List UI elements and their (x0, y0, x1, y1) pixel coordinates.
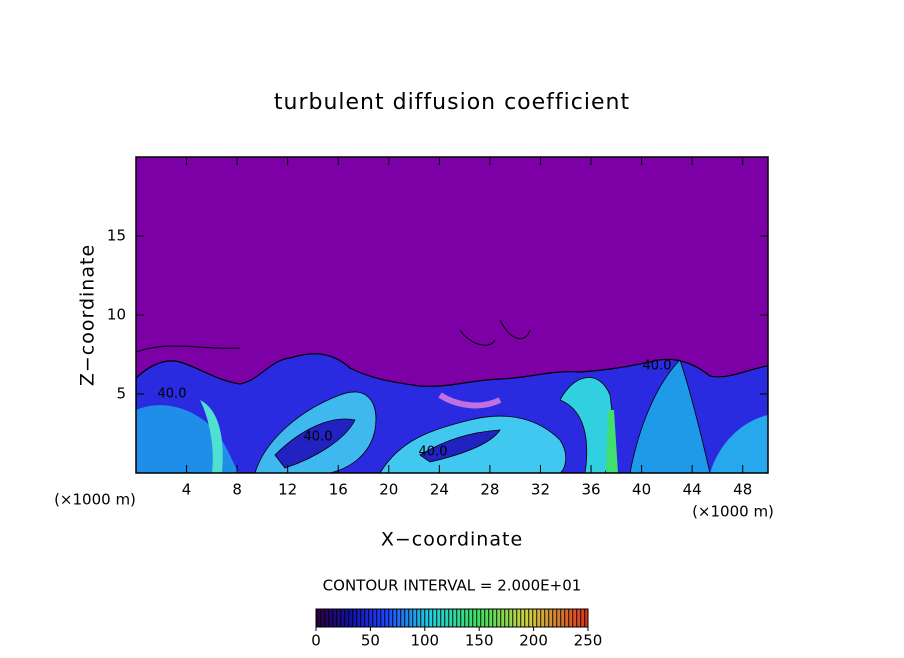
chart-title: turbulent diffusion coefficient (274, 90, 630, 115)
turbulent-patch (710, 415, 768, 473)
turbulent-patch (606, 410, 618, 473)
colorbar-tick-label: 250 (574, 632, 603, 650)
x-axis-label: X−coordinate (381, 529, 523, 551)
x-unit-label: (×1000 m) (692, 503, 774, 521)
contour-interval: CONTOUR INTERVAL = 2.000E+01 (323, 577, 582, 595)
x-tick-label: 28 (480, 481, 499, 499)
contour-label: 40.0 (304, 430, 333, 445)
colorbar-tick-label: 200 (519, 632, 548, 650)
x-tick-label: 40 (632, 481, 651, 499)
y-tick-label: 5 (116, 385, 126, 403)
contour-label: 40.0 (419, 445, 448, 460)
x-tick-label: 20 (379, 481, 398, 499)
turbulent-patch (200, 400, 223, 473)
y-tick-label: 15 (107, 227, 126, 245)
x-tick-label: 44 (683, 481, 702, 499)
colorbar-tick-label: 150 (465, 632, 494, 650)
field (136, 157, 768, 473)
colorbar-stripes (315, 608, 589, 628)
x-tick-label: 48 (733, 481, 752, 499)
y-axis-label: Z−coordinate (77, 244, 99, 386)
colorbar-tick-label: 50 (361, 632, 380, 650)
x-tick-label: 4 (182, 481, 192, 499)
x-tick-label: 24 (430, 481, 449, 499)
x-unit-label: (×1000 m) (54, 491, 136, 509)
contour-line (136, 319, 531, 353)
contour-label: 40.0 (643, 359, 672, 374)
x-tick-label: 36 (581, 481, 600, 499)
colorbar-tick-label: 0 (311, 632, 321, 650)
turbulent-patch (629, 359, 711, 473)
y-tick-label: 10 (107, 306, 126, 324)
colorbar-tick-label: 100 (410, 632, 439, 650)
turbulent-patch (274, 418, 356, 469)
x-tick-label: 8 (232, 481, 242, 499)
contour-label: 40.0 (158, 387, 187, 402)
x-tick-label: 32 (531, 481, 550, 499)
x-tick-label: 12 (278, 481, 297, 499)
turbulent-patch (438, 392, 502, 409)
turbulent-patch (419, 429, 501, 463)
x-tick-label: 16 (329, 481, 348, 499)
